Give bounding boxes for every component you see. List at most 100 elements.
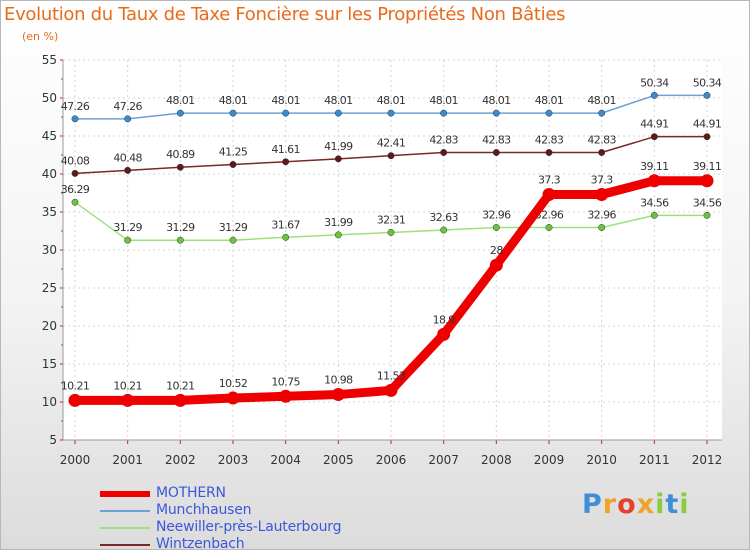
data-label-wintzenbach: 42.83 (429, 133, 458, 146)
data-point-mothern (437, 327, 451, 341)
chart-title: Evolution du Taux de Taxe Foncière sur l… (4, 4, 566, 25)
data-label-munchhausen: 48.01 (219, 94, 248, 107)
y-tick-label: 55 (42, 53, 57, 67)
logo-letter: t (665, 489, 680, 520)
y-tick-label: 20 (42, 319, 57, 333)
x-tick-label: 2011 (639, 453, 670, 467)
plot-area (63, 60, 722, 440)
y-tick-label: 5 (49, 433, 57, 447)
x-tick-label: 2004 (270, 453, 301, 467)
data-label-mothern: 11.53 (377, 369, 406, 382)
data-label-munchhausen: 48.01 (535, 94, 564, 107)
data-label-neewiller-pr-s-lauterbourg: 32.31 (377, 213, 406, 226)
data-label-neewiller-pr-s-lauterbourg: 34.56 (693, 196, 722, 209)
data-point-neewiller-pr-s-lauterbourg (176, 236, 184, 244)
data-label-munchhausen: 48.01 (271, 94, 300, 107)
data-point-munchhausen (387, 109, 395, 117)
legend-swatch-mothern (100, 491, 150, 497)
data-label-munchhausen: 48.01 (482, 94, 511, 107)
legend-label-mothern: MOTHERN (156, 485, 226, 501)
data-label-mothern: 18.9 (433, 313, 456, 326)
x-tick-label: 2012 (692, 453, 723, 467)
data-point-wintzenbach (229, 161, 237, 168)
x-tick-label: 2002 (165, 453, 196, 467)
proxiti-logo: Proxiti (582, 489, 690, 520)
logo-letter: o (617, 489, 637, 520)
data-point-neewiller-pr-s-lauterbourg (229, 236, 237, 244)
data-label-munchhausen: 48.01 (429, 94, 458, 107)
data-point-wintzenbach (492, 149, 500, 156)
data-point-neewiller-pr-s-lauterbourg (387, 228, 395, 236)
legend-swatch-neewiller (100, 527, 150, 529)
data-point-wintzenbach (440, 149, 448, 156)
data-point-munchhausen (703, 91, 711, 99)
data-point-mothern (384, 383, 398, 397)
data-label-mothern: 10.98 (324, 374, 353, 387)
data-point-wintzenbach (598, 149, 606, 156)
data-label-wintzenbach: 42.83 (587, 133, 616, 146)
data-point-wintzenbach (387, 152, 395, 160)
data-point-mothern (279, 389, 293, 403)
data-label-mothern: 37.3 (591, 174, 614, 187)
data-point-munchhausen (176, 109, 184, 117)
y-tick-label: 30 (42, 243, 57, 257)
data-point-munchhausen (229, 109, 237, 117)
data-label-wintzenbach: 41.25 (219, 146, 248, 159)
data-label-wintzenbach: 41.99 (324, 140, 353, 153)
data-point-mothern (68, 393, 82, 407)
data-label-mothern: 10.21 (113, 379, 142, 392)
data-label-wintzenbach: 42.41 (377, 137, 406, 150)
data-label-neewiller-pr-s-lauterbourg: 31.67 (271, 218, 300, 231)
data-point-neewiller-pr-s-lauterbourg (440, 226, 448, 234)
data-label-munchhausen: 48.01 (324, 94, 353, 107)
data-point-munchhausen (545, 109, 553, 117)
data-label-wintzenbach: 44.91 (640, 118, 669, 131)
data-label-munchhausen: 48.01 (377, 94, 406, 107)
data-point-neewiller-pr-s-lauterbourg (650, 211, 658, 219)
data-label-mothern: 10.75 (271, 375, 300, 388)
x-tick-label: 2009 (534, 453, 565, 467)
y-tick-label: 10 (42, 395, 57, 409)
x-tick-label: 2000 (60, 453, 91, 467)
y-tick-label: 25 (42, 281, 57, 295)
data-label-neewiller-pr-s-lauterbourg: 32.96 (535, 209, 564, 222)
data-label-mothern: 10.52 (219, 377, 248, 390)
data-point-neewiller-pr-s-lauterbourg (598, 224, 606, 231)
data-label-wintzenbach: 40.89 (166, 148, 195, 161)
data-point-wintzenbach (703, 133, 711, 141)
logo-letter: i (679, 489, 690, 520)
data-point-munchhausen (440, 109, 448, 117)
data-label-wintzenbach: 40.08 (61, 154, 90, 167)
data-label-wintzenbach: 42.83 (482, 133, 511, 146)
data-point-wintzenbach (71, 169, 79, 177)
data-label-mothern: 39.11 (693, 160, 722, 173)
data-label-munchhausen: 47.26 (113, 100, 142, 113)
data-label-neewiller-pr-s-lauterbourg: 32.96 (482, 209, 511, 222)
data-point-neewiller-pr-s-lauterbourg (545, 224, 553, 231)
legend-swatch-munchhausen (100, 510, 150, 512)
data-label-neewiller-pr-s-lauterbourg: 32.96 (587, 209, 616, 222)
logo-letter: i (655, 489, 666, 520)
x-tick-label: 2005 (323, 453, 354, 467)
data-point-wintzenbach (334, 155, 342, 163)
data-point-munchhausen (334, 109, 342, 117)
logo-letter: P (582, 489, 603, 520)
y-tick-label: 40 (42, 167, 57, 181)
data-point-neewiller-pr-s-lauterbourg (71, 198, 79, 206)
x-tick-label: 2007 (428, 453, 459, 467)
data-label-mothern: 28 (490, 244, 503, 257)
x-tick-label: 2001 (112, 453, 143, 467)
data-point-mothern (700, 174, 714, 188)
data-point-munchhausen (124, 115, 132, 123)
data-label-neewiller-pr-s-lauterbourg: 36.29 (61, 183, 90, 196)
data-label-mothern: 10.21 (61, 379, 90, 392)
data-point-munchhausen (71, 115, 79, 123)
y-tick-label: 50 (42, 91, 57, 105)
x-tick-label: 2008 (481, 453, 512, 467)
data-label-mothern: 37.3 (538, 174, 561, 187)
data-point-munchhausen (492, 109, 500, 117)
data-label-munchhausen: 50.34 (693, 76, 722, 89)
data-point-mothern (331, 388, 345, 402)
data-point-mothern (647, 174, 661, 188)
